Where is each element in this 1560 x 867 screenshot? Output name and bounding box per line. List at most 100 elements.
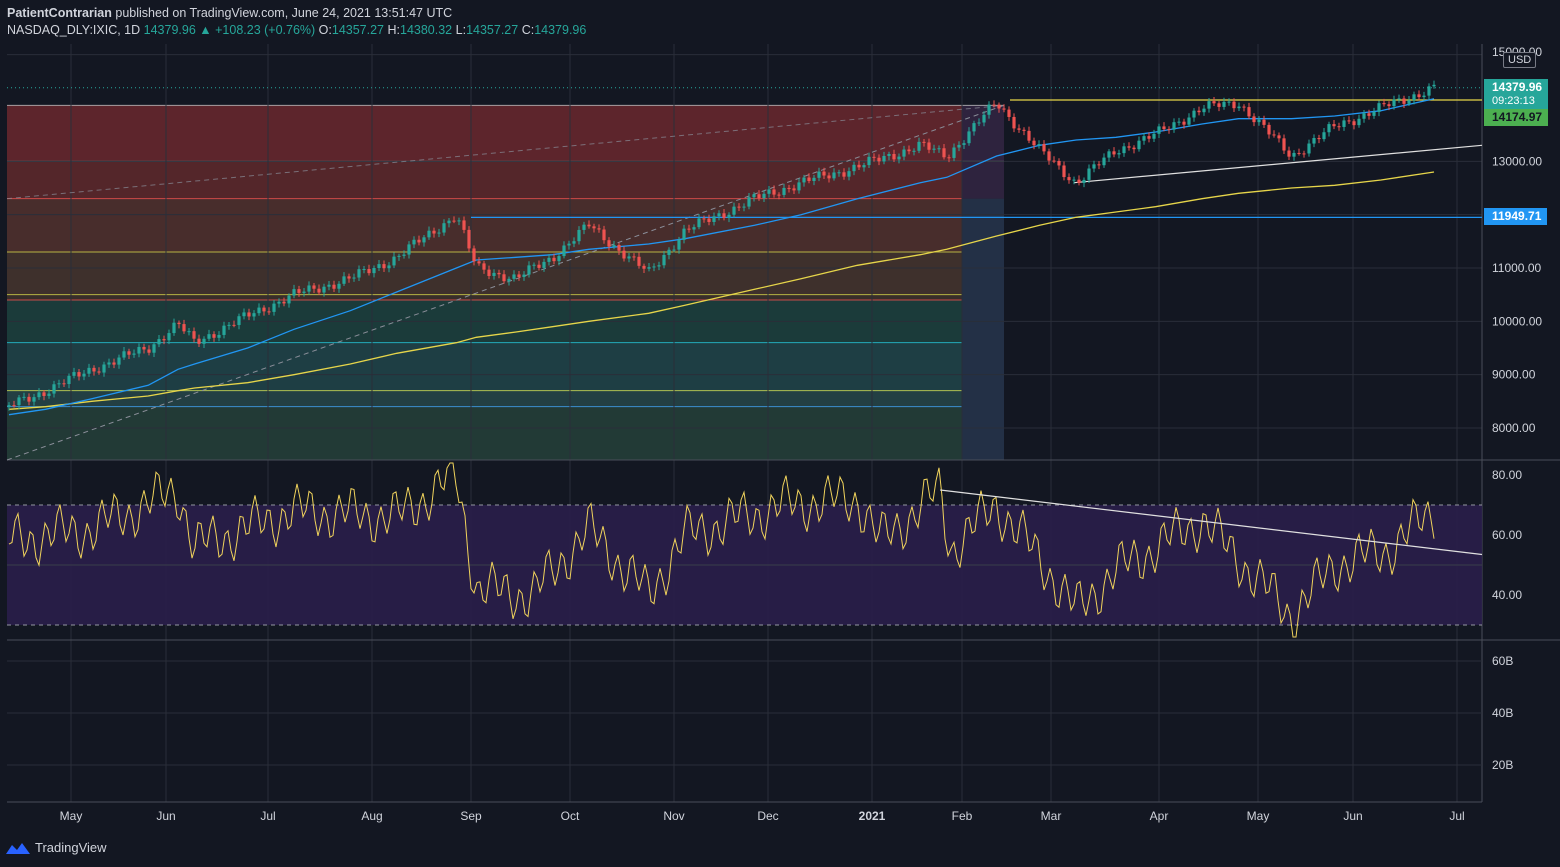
candle-body — [52, 384, 56, 394]
candle-body — [912, 150, 916, 152]
candle-body — [57, 383, 61, 385]
candle-body — [492, 272, 496, 276]
candle-body — [452, 220, 456, 222]
candle-body — [662, 254, 666, 266]
time-axis-label: Mar — [1041, 809, 1062, 823]
price-change: ▲ +108.23 (+0.76%) — [199, 23, 316, 37]
candle-body — [377, 264, 381, 269]
footer-brand[interactable]: TradingView — [6, 840, 107, 855]
candle-body — [737, 206, 741, 208]
bar-countdown: 09:23:13 — [1492, 95, 1535, 107]
candle-body — [347, 276, 351, 279]
symbol-label[interactable]: NASDAQ_DLY:IXIC, 1D — [7, 23, 141, 37]
candle-body — [1252, 116, 1256, 123]
candle-body — [442, 223, 446, 233]
candle-body — [37, 392, 41, 398]
candle-body — [1262, 119, 1266, 125]
candle-body — [1082, 179, 1086, 183]
candle-body — [392, 256, 396, 266]
candle-body — [827, 175, 831, 179]
candle-body — [897, 156, 901, 160]
candle-body — [532, 264, 536, 266]
time-axis-label: Sep — [460, 809, 482, 823]
candle-body — [97, 371, 101, 373]
candle-body — [1027, 130, 1031, 141]
time-axis-label: 2021 — [859, 809, 886, 823]
candle-body — [957, 144, 961, 148]
candle-body — [612, 245, 616, 247]
candle-body — [1087, 168, 1091, 180]
candle-body — [1362, 113, 1366, 119]
candle-body — [1157, 126, 1161, 134]
candle-body — [217, 334, 221, 338]
candle-body — [527, 265, 531, 275]
candle-body — [177, 322, 181, 325]
candle-body — [652, 266, 656, 268]
open-label: O: — [318, 23, 332, 37]
candle-body — [1392, 99, 1396, 107]
candle-body — [17, 397, 21, 406]
time-axis-label: Apr — [1150, 809, 1169, 823]
candle-body — [1332, 124, 1336, 127]
candle-body — [72, 372, 76, 376]
candle-body — [332, 284, 336, 289]
candle-body — [122, 351, 126, 358]
candle-body — [412, 239, 416, 245]
candle-body — [597, 228, 601, 230]
horizontal-level-tag: 11949.71 — [1484, 208, 1548, 225]
candle-body — [507, 278, 511, 282]
candle-body — [307, 285, 311, 292]
candle-body — [622, 250, 626, 259]
candle-body — [102, 364, 106, 373]
candle-body — [697, 218, 701, 228]
candle-body — [212, 334, 216, 338]
candle-body — [847, 171, 851, 177]
candle-body — [762, 193, 766, 199]
candle-body — [1212, 101, 1216, 104]
candle-body — [252, 313, 256, 317]
candle-body — [1412, 94, 1416, 101]
candle-body — [1042, 144, 1046, 152]
candle-body — [87, 367, 91, 374]
candle-body — [1192, 110, 1196, 118]
close-label: C: — [521, 23, 535, 37]
candle-body — [577, 229, 581, 242]
candle-body — [1397, 98, 1401, 100]
candle-body — [1012, 116, 1016, 129]
candle-body — [117, 357, 121, 365]
time-axis-label: May — [1247, 809, 1270, 823]
candle-body — [1037, 144, 1041, 146]
candle-body — [832, 172, 836, 179]
candle-body — [342, 276, 346, 284]
candle-body — [667, 249, 671, 255]
currency-badge[interactable]: USD — [1503, 52, 1537, 68]
candle-body — [887, 153, 891, 156]
candle-body — [1167, 129, 1171, 131]
candle-body — [807, 177, 811, 181]
author-name[interactable]: PatientContrarian — [7, 6, 112, 20]
candle-body — [517, 274, 521, 277]
candle-body — [837, 172, 841, 174]
candle-body — [707, 218, 711, 222]
candle-body — [1237, 106, 1241, 109]
candle-body — [757, 194, 761, 199]
candle-body — [422, 237, 426, 243]
rsi-axis-label: 60.00 — [1492, 528, 1522, 542]
time-axis-label: Aug — [361, 809, 382, 823]
candle-body — [227, 324, 231, 326]
candle-body — [672, 249, 676, 251]
candle-body — [222, 325, 226, 335]
candle-body — [367, 268, 371, 274]
candle-body — [1122, 146, 1126, 154]
candle-body — [747, 197, 751, 207]
candle-body — [1047, 151, 1051, 161]
time-axis-label: May — [60, 809, 83, 823]
candle-body — [1422, 95, 1426, 98]
candle-body — [772, 189, 776, 195]
candle-body — [187, 331, 191, 333]
candle-body — [27, 396, 31, 402]
candle-body — [717, 213, 721, 217]
last-price-tag: 14379.96 09:23:13 — [1484, 79, 1549, 111]
projection-zone — [962, 198, 1004, 460]
